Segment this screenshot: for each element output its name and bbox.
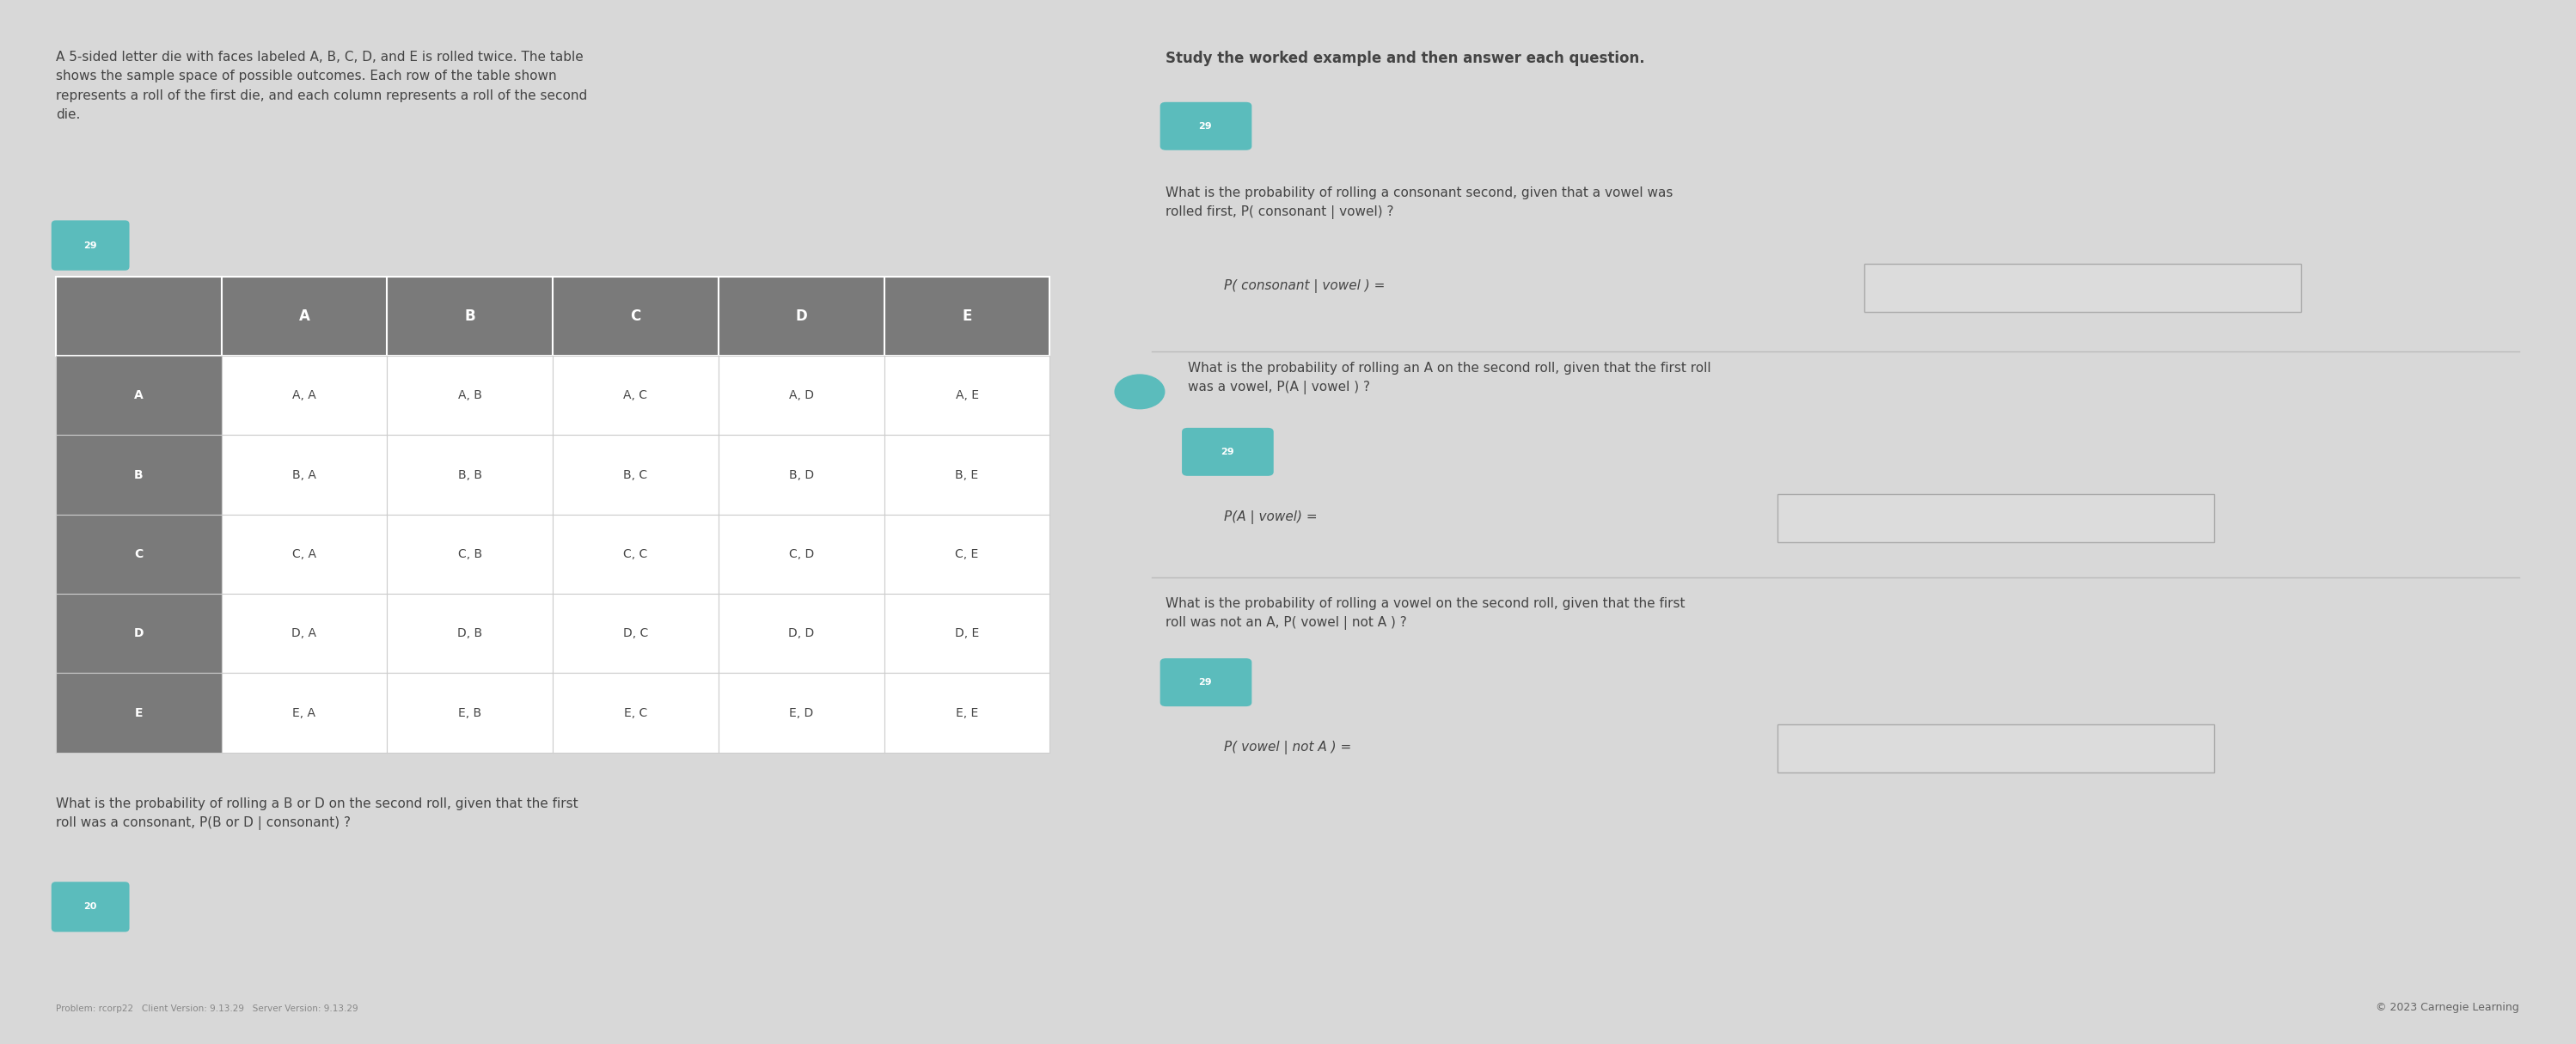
- FancyBboxPatch shape: [554, 515, 719, 594]
- Text: D, D: D, D: [788, 627, 814, 640]
- Text: D, E: D, E: [956, 627, 979, 640]
- FancyBboxPatch shape: [222, 594, 386, 673]
- Text: What is the probability of rolling a B or D on the second roll, given that the f: What is the probability of rolling a B o…: [57, 798, 577, 830]
- Text: Study the worked example and then answer each question.: Study the worked example and then answer…: [1167, 51, 1646, 67]
- Text: A: A: [134, 389, 144, 402]
- FancyBboxPatch shape: [57, 356, 222, 435]
- Text: C: C: [134, 548, 142, 561]
- Text: E, B: E, B: [459, 707, 482, 719]
- Text: A, A: A, A: [291, 389, 317, 402]
- FancyBboxPatch shape: [719, 594, 884, 673]
- FancyBboxPatch shape: [554, 673, 719, 753]
- FancyBboxPatch shape: [1159, 102, 1252, 150]
- Text: E, C: E, C: [623, 707, 647, 719]
- FancyBboxPatch shape: [222, 277, 386, 356]
- FancyBboxPatch shape: [222, 673, 386, 753]
- Circle shape: [1115, 375, 1164, 409]
- FancyBboxPatch shape: [719, 356, 884, 435]
- Text: B, C: B, C: [623, 469, 647, 481]
- Text: P( vowel | not A ) =: P( vowel | not A ) =: [1224, 740, 1352, 755]
- Text: P( consonant | vowel ) =: P( consonant | vowel ) =: [1224, 280, 1386, 293]
- FancyBboxPatch shape: [1159, 659, 1252, 707]
- Text: C, D: C, D: [788, 548, 814, 561]
- Text: B, B: B, B: [459, 469, 482, 481]
- Text: B, E: B, E: [956, 469, 979, 481]
- Text: 20: 20: [82, 903, 95, 911]
- Text: 29: 29: [1198, 678, 1211, 687]
- Text: A, B: A, B: [459, 389, 482, 402]
- FancyBboxPatch shape: [386, 435, 554, 515]
- Text: B, A: B, A: [291, 469, 317, 481]
- Text: A, E: A, E: [956, 389, 979, 402]
- Text: E, D: E, D: [788, 707, 814, 719]
- FancyBboxPatch shape: [57, 673, 222, 753]
- FancyBboxPatch shape: [57, 515, 222, 594]
- Text: C, C: C, C: [623, 548, 647, 561]
- FancyBboxPatch shape: [884, 435, 1051, 515]
- Text: D, B: D, B: [459, 627, 482, 640]
- FancyBboxPatch shape: [386, 356, 554, 435]
- FancyBboxPatch shape: [554, 594, 719, 673]
- FancyBboxPatch shape: [719, 673, 884, 753]
- Text: E: E: [134, 707, 142, 719]
- FancyBboxPatch shape: [222, 356, 386, 435]
- FancyBboxPatch shape: [719, 277, 884, 356]
- Text: Problem: rcorp22   Client Version: 9.13.29   Server Version: 9.13.29: Problem: rcorp22 Client Version: 9.13.29…: [57, 1004, 358, 1013]
- Text: C, A: C, A: [291, 548, 317, 561]
- Text: B: B: [134, 469, 144, 481]
- FancyBboxPatch shape: [222, 515, 386, 594]
- FancyBboxPatch shape: [884, 673, 1051, 753]
- Text: A, D: A, D: [788, 389, 814, 402]
- FancyBboxPatch shape: [719, 515, 884, 594]
- Text: C, B: C, B: [459, 548, 482, 561]
- Text: A: A: [299, 308, 309, 324]
- Text: D: D: [134, 627, 144, 640]
- Text: What is the probability of rolling a vowel on the second roll, given that the fi: What is the probability of rolling a vow…: [1167, 597, 1685, 630]
- FancyBboxPatch shape: [57, 277, 222, 356]
- Text: P(A | vowel) =: P(A | vowel) =: [1224, 511, 1316, 524]
- FancyBboxPatch shape: [57, 435, 222, 515]
- FancyBboxPatch shape: [52, 882, 129, 932]
- Text: C: C: [631, 308, 641, 324]
- Text: A, C: A, C: [623, 389, 647, 402]
- FancyBboxPatch shape: [1777, 725, 2213, 773]
- FancyBboxPatch shape: [554, 356, 719, 435]
- FancyBboxPatch shape: [52, 220, 129, 270]
- FancyBboxPatch shape: [386, 594, 554, 673]
- FancyBboxPatch shape: [884, 356, 1051, 435]
- FancyBboxPatch shape: [386, 515, 554, 594]
- Text: D, A: D, A: [291, 627, 317, 640]
- Text: E, E: E, E: [956, 707, 979, 719]
- Text: A 5-sided letter die with faces labeled A, B, C, D, and E is rolled twice. The t: A 5-sided letter die with faces labeled …: [57, 51, 587, 121]
- Text: B, D: B, D: [788, 469, 814, 481]
- Text: C, E: C, E: [956, 548, 979, 561]
- Text: E, A: E, A: [294, 707, 317, 719]
- FancyBboxPatch shape: [884, 594, 1051, 673]
- Text: E: E: [961, 308, 971, 324]
- FancyBboxPatch shape: [1182, 428, 1273, 476]
- FancyBboxPatch shape: [719, 435, 884, 515]
- Text: 29: 29: [1198, 122, 1211, 130]
- Text: B: B: [464, 308, 477, 324]
- Text: 29: 29: [82, 241, 95, 250]
- Text: D: D: [796, 308, 806, 324]
- Text: What is the probability of rolling an A on the second roll, given that the first: What is the probability of rolling an A …: [1188, 361, 1710, 395]
- FancyBboxPatch shape: [554, 277, 719, 356]
- Text: © 2023 Carnegie Learning: © 2023 Carnegie Learning: [2375, 1002, 2519, 1013]
- FancyBboxPatch shape: [1865, 263, 2300, 311]
- FancyBboxPatch shape: [1777, 494, 2213, 542]
- Text: What is the probability of rolling a consonant second, given that a vowel was
ro: What is the probability of rolling a con…: [1167, 186, 1674, 219]
- FancyBboxPatch shape: [386, 277, 554, 356]
- Text: D, C: D, C: [623, 627, 649, 640]
- FancyBboxPatch shape: [884, 277, 1051, 356]
- FancyBboxPatch shape: [884, 515, 1051, 594]
- FancyBboxPatch shape: [57, 594, 222, 673]
- FancyBboxPatch shape: [222, 435, 386, 515]
- FancyBboxPatch shape: [554, 435, 719, 515]
- FancyBboxPatch shape: [386, 673, 554, 753]
- Text: 29: 29: [1221, 448, 1234, 456]
